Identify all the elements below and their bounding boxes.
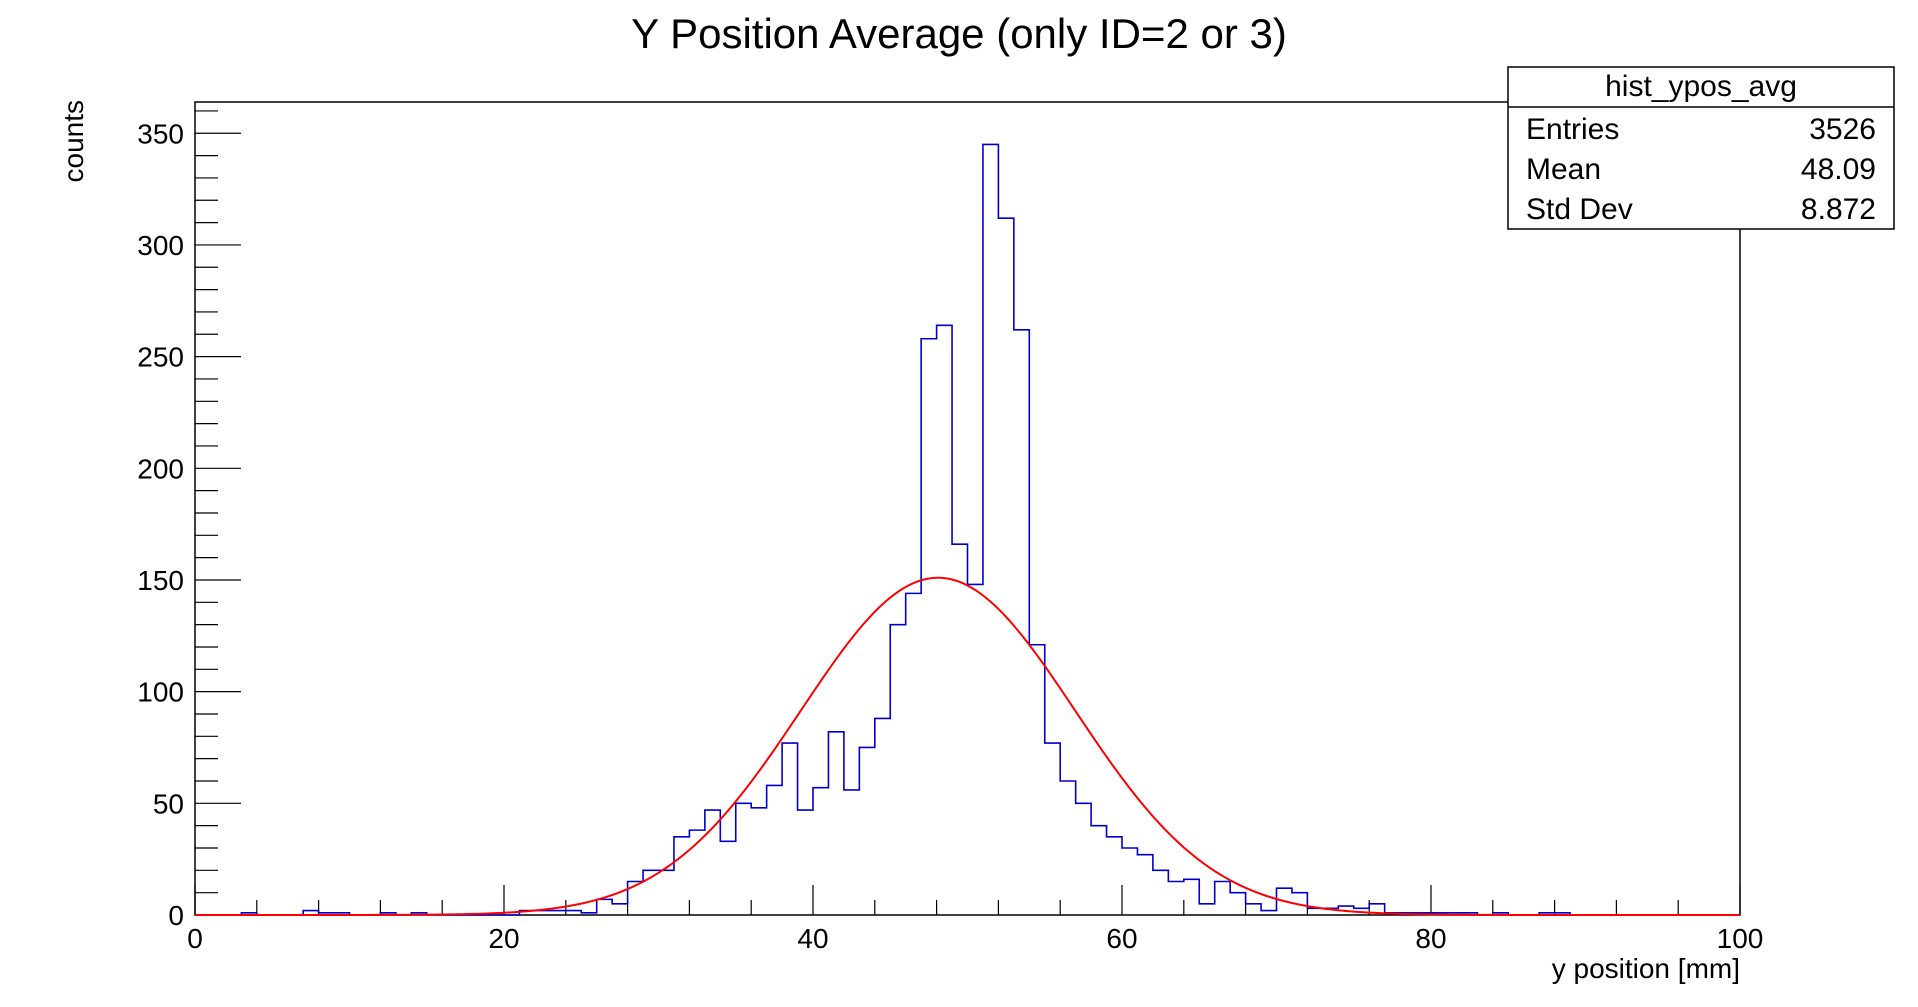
x-tick-label: 40 <box>797 923 828 954</box>
gaussian-fit-curve <box>195 576 1740 916</box>
stats-box: hist_ypos_avg Entries 3526 Mean 48.09 St… <box>1507 66 1895 230</box>
stats-box-frame <box>1507 66 1895 230</box>
axis-ticks <box>194 110 1741 916</box>
x-tick-labels: 0 20 40 60 80 100 <box>187 923 1763 954</box>
plot-frame <box>194 101 1741 916</box>
x-tick-label: 20 <box>488 923 519 954</box>
chart-title: Y Position Average (only ID=2 or 3) <box>631 10 1287 57</box>
stats-mean-label: Mean <box>1526 153 1601 186</box>
x-axis-label: y position [mm] <box>1552 953 1740 984</box>
histogram-series <box>195 143 1740 916</box>
x-tick-label: 0 <box>187 923 203 954</box>
x-tick-label: 100 <box>1717 923 1764 954</box>
y-axis-label: counts <box>58 100 89 183</box>
y-tick-label: 150 <box>137 565 184 596</box>
y-tick-label: 300 <box>137 230 184 261</box>
stats-box-title: hist_ypos_avg <box>1605 70 1797 103</box>
y-tick-labels: 0 50 100 150 200 250 300 350 <box>137 118 184 931</box>
y-tick-label: 200 <box>137 453 184 484</box>
stats-stddev-label: Std Dev <box>1526 193 1633 226</box>
stats-entries-label: Entries <box>1526 113 1619 146</box>
y-tick-label: 0 <box>168 900 184 931</box>
x-tick-label: 60 <box>1106 923 1137 954</box>
stats-stddev-value: 8.872 <box>1801 193 1876 226</box>
y-tick-label: 50 <box>153 788 184 819</box>
y-tick-label: 350 <box>137 118 184 149</box>
y-tick-label: 250 <box>137 342 184 373</box>
stats-mean-value: 48.09 <box>1801 153 1876 186</box>
stats-entries-value: 3526 <box>1809 113 1876 146</box>
x-tick-label: 80 <box>1415 923 1446 954</box>
y-tick-label: 100 <box>137 677 184 708</box>
